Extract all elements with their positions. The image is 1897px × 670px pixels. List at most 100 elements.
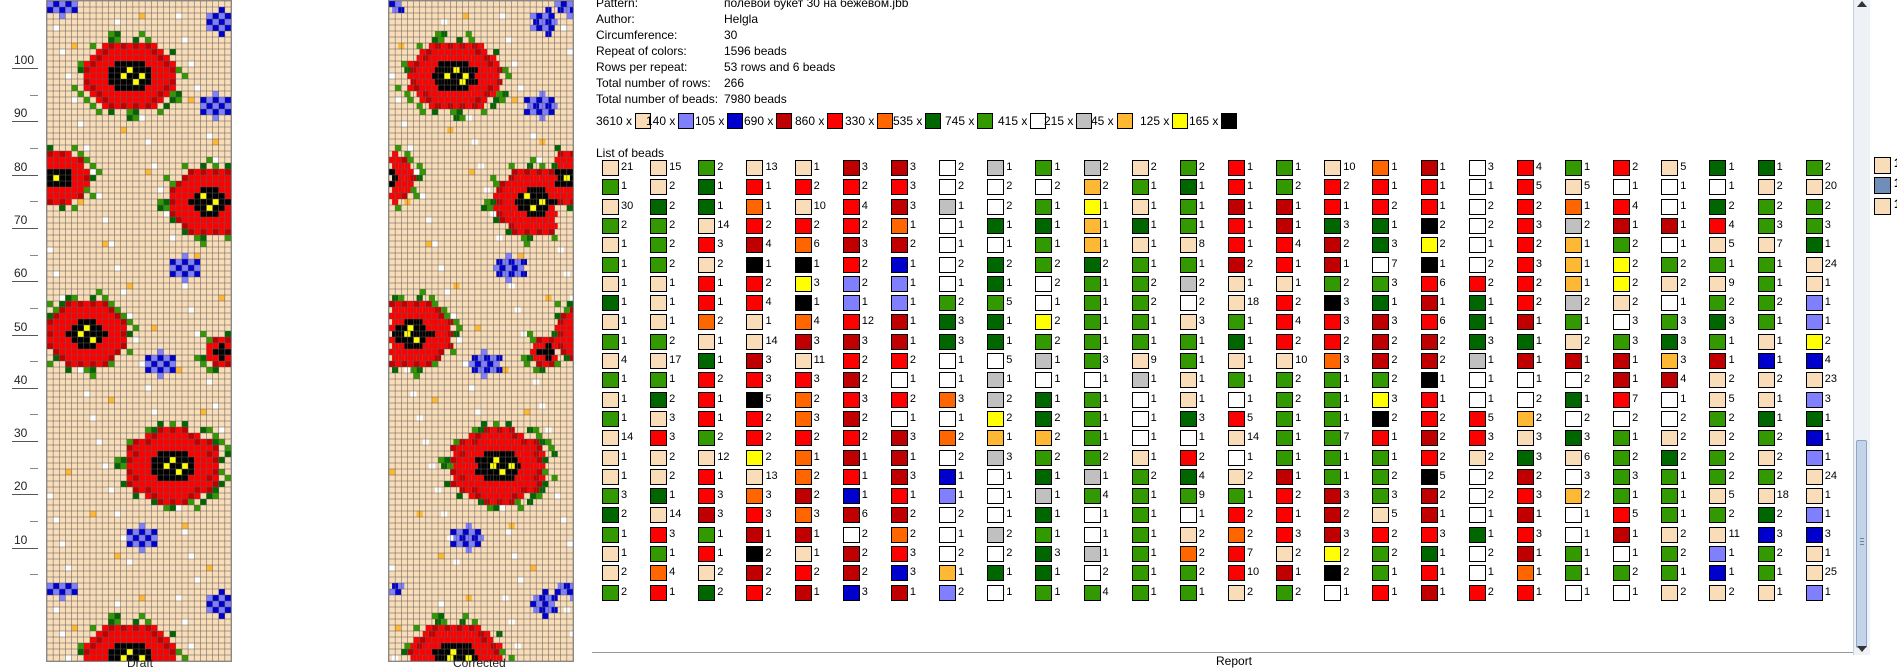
bead-count: 1 — [958, 199, 965, 212]
bead-cell — [71, 175, 78, 181]
bead-count: 2 — [909, 392, 917, 405]
corrected-pattern-panel[interactable] — [388, 0, 574, 662]
report-tab[interactable]: Report — [1216, 654, 1253, 668]
bead-swatch — [1613, 468, 1631, 485]
bead-cell — [181, 529, 189, 535]
bead-cell — [181, 427, 189, 433]
bead-cell — [126, 529, 133, 535]
bead-swatch — [1372, 275, 1390, 292]
bottom-tab-bar: Report — [592, 652, 1854, 668]
bead-swatch — [698, 546, 716, 562]
bead-cell — [212, 439, 219, 445]
bead-cell — [481, 649, 488, 655]
palette-color-swatch[interactable] — [1874, 157, 1891, 174]
bead-swatch — [650, 198, 668, 215]
bead-cell — [163, 199, 170, 205]
bead-cell — [139, 61, 146, 67]
bead-cell — [126, 331, 133, 337]
bead-swatch — [746, 584, 764, 601]
bead-count: 3 — [1343, 315, 1350, 328]
bead-cell — [169, 433, 176, 439]
corrected-bead-grid[interactable] — [389, 1, 573, 661]
bead-cell — [450, 481, 457, 487]
bead-swatch — [1420, 430, 1438, 447]
bead-cell — [126, 535, 133, 541]
bead-count: 3 — [909, 566, 917, 579]
palette-color-swatch[interactable] — [1874, 177, 1891, 194]
bead-cell — [188, 265, 195, 271]
bead-cell — [114, 337, 121, 343]
bead-cell — [102, 103, 109, 109]
bead-cell — [163, 61, 170, 67]
bead-cell — [511, 265, 518, 271]
bead-swatch — [1565, 237, 1582, 254]
bead-cell — [175, 451, 182, 457]
palette-color-swatch[interactable] — [1874, 198, 1891, 215]
bead-swatch — [1179, 237, 1197, 254]
bead-count: 1 — [1439, 373, 1446, 386]
bead-swatch — [746, 314, 764, 331]
bead-cell — [431, 325, 439, 331]
bead-count: 2 — [1680, 547, 1687, 559]
bead-swatch — [1324, 237, 1342, 254]
bead-swatch — [1372, 198, 1390, 215]
bead-count: 2 — [1198, 527, 1205, 540]
bead-count: 1 — [1102, 373, 1109, 386]
bead-count: 2 — [1391, 199, 1398, 212]
bead-swatch — [1661, 295, 1679, 312]
color-swatch — [877, 113, 894, 129]
bead-swatch — [1420, 353, 1438, 369]
bead-cell — [212, 463, 219, 469]
bead-cell — [419, 361, 426, 367]
draft-pattern-panel[interactable] — [46, 0, 232, 662]
bead-cell — [145, 451, 152, 457]
bead-cell — [77, 187, 84, 193]
bead-cell — [462, 61, 469, 67]
bead-swatch — [1227, 314, 1245, 331]
bead-count: 1 — [1439, 180, 1446, 193]
bead-count: 1 — [1006, 508, 1013, 521]
bead-cell — [438, 325, 445, 331]
scroll-down-arrow-icon[interactable] — [1857, 646, 1867, 652]
bead-count: 2 — [621, 585, 628, 598]
bead-cell — [157, 49, 164, 55]
bead-cell — [53, 607, 60, 613]
draft-bead-grid[interactable] — [47, 1, 231, 661]
bead-cell — [175, 13, 182, 19]
bead-swatch — [1757, 565, 1775, 582]
bead-cell — [83, 79, 90, 85]
bead-count: 3 — [1102, 354, 1109, 366]
bead-cell — [157, 361, 164, 367]
bead-cell — [456, 445, 463, 451]
bead-swatch — [1613, 275, 1631, 292]
bead-cell — [212, 187, 219, 193]
bead-swatch — [1709, 275, 1727, 292]
bead-swatch — [650, 584, 668, 601]
bead-count: 12 — [717, 450, 730, 463]
bead-cell — [120, 127, 127, 133]
bead-cell — [505, 37, 512, 43]
scroll-up-arrow-icon[interactable] — [1857, 1, 1867, 7]
bead-cell — [188, 553, 195, 559]
report-scrollbar[interactable] — [1853, 0, 1870, 655]
bead-count: 1 — [669, 373, 676, 386]
bead-cell — [431, 397, 439, 403]
bead-swatch — [1420, 584, 1438, 601]
scroll-thumb[interactable] — [1856, 440, 1867, 648]
bead-cell — [188, 211, 195, 217]
bead-cell — [108, 67, 115, 73]
bead-count: 1 — [1006, 315, 1013, 328]
bead-cell — [499, 205, 506, 211]
bead-count: 2 — [1343, 276, 1350, 289]
bead-cell — [474, 529, 481, 535]
bead-cell — [139, 481, 146, 487]
ruler-minor-tick — [30, 574, 38, 576]
bead-cell — [139, 67, 146, 73]
bead-cell — [89, 313, 97, 319]
bead-count: 2 — [621, 218, 628, 231]
bead-cell — [59, 589, 66, 595]
bead-cell — [566, 181, 573, 187]
bead-cell — [212, 355, 219, 361]
bead-cell — [139, 523, 146, 529]
bead-cell — [96, 61, 103, 67]
